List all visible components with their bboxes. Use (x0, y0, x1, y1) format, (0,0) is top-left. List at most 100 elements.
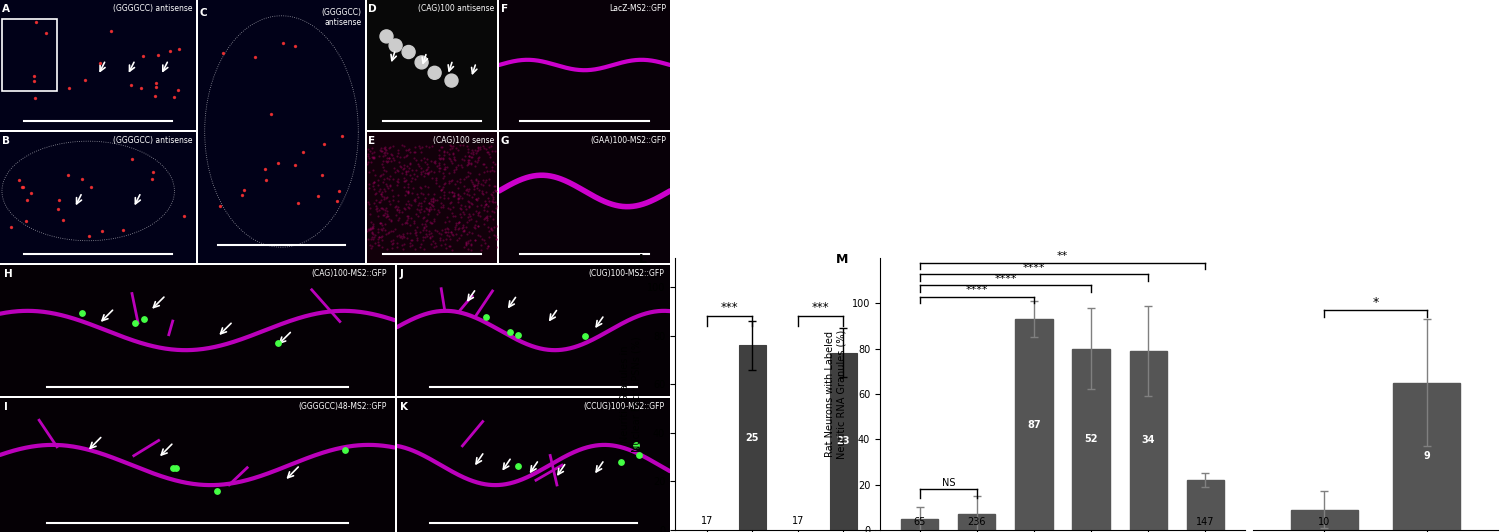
Point (752, 70, 776, 78)
Text: NS: NS (942, 478, 956, 488)
Text: (CCUG)100-MS2::GFP: (CCUG)100-MS2::GFP (584, 402, 664, 411)
Text: F: F (501, 4, 509, 14)
Point (1017, 0, 1041, 6)
Text: 17: 17 (700, 517, 712, 526)
Text: 23: 23 (837, 436, 850, 446)
Text: (GAA)100-MS2::GFP: (GAA)100-MS2::GFP (591, 136, 666, 145)
Point (458, 59, 482, 68)
Point (1366, 27, 1390, 36)
Point (648, 21, 672, 30)
Text: LacZ-MS2::GFP: LacZ-MS2::GFP (609, 4, 666, 13)
Text: 52: 52 (1084, 434, 1098, 444)
Point (1128, 17, 1152, 26)
Text: **: ** (1058, 252, 1068, 261)
Bar (958, 514, 996, 530)
Text: M: M (836, 253, 849, 265)
Text: (CAG)100 sense: (CAG)100 sense (433, 136, 495, 145)
Point (1454, 72, 1478, 80)
Bar (902, 519, 939, 530)
Text: 34: 34 (1142, 436, 1155, 445)
Text: (GGGGCC)48-MS2::GFP: (GGGGCC)48-MS2::GFP (298, 402, 387, 411)
Text: K: K (399, 402, 408, 412)
Circle shape (388, 39, 402, 52)
Point (936, 62, 960, 71)
Point (756, 16, 780, 25)
Point (556, 52, 580, 61)
Text: (CAG)100-MS2::GFP: (CAG)100-MS2::GFP (312, 269, 387, 278)
Text: 17: 17 (792, 517, 804, 526)
Point (520, 1, 544, 9)
Point (1048, 40, 1072, 48)
Point (642, 0, 666, 5)
Point (1196, 73, 1219, 81)
Text: *: * (1372, 296, 1378, 309)
Text: ****: **** (966, 285, 988, 295)
Text: 65: 65 (914, 517, 926, 527)
Text: B: B (2, 136, 10, 146)
Text: 236: 236 (968, 517, 986, 527)
Text: 25: 25 (746, 433, 759, 443)
Text: (GGGGCC) antisense: (GGGGCC) antisense (112, 136, 192, 145)
Point (1316, 26, 1340, 35)
Bar (830, 353, 856, 530)
Text: (GGGGCC) antisense: (GGGGCC) antisense (112, 4, 192, 13)
Text: 9: 9 (1424, 451, 1430, 461)
Bar (1016, 319, 1053, 530)
Text: ****: **** (994, 274, 1017, 284)
Point (1460, 27, 1484, 36)
Point (1029, 46, 1053, 54)
Text: C: C (200, 8, 207, 18)
Point (909, 19, 933, 28)
Point (1323, 24, 1347, 32)
Y-axis label: Rat Neurons with Labeled
Neuritic RNA Granules (%): Rat Neurons with Labeled Neuritic RNA Gr… (825, 329, 846, 459)
Text: 87: 87 (1028, 420, 1041, 430)
Point (1340, 15, 1364, 23)
Circle shape (446, 74, 458, 87)
Text: ***: *** (720, 301, 738, 314)
Circle shape (427, 66, 441, 79)
Text: (GGGGCC)
antisense: (GGGGCC) antisense (321, 8, 362, 27)
Text: 147: 147 (1196, 517, 1215, 527)
Text: (CUG)100-MS2::GFP: (CUG)100-MS2::GFP (588, 269, 664, 278)
Point (1342, 0, 1366, 1)
Point (602, 69, 625, 78)
Y-axis label: Neuritic Granules in
Nuclear Foci⁺ iPSNs (%): Neuritic Granules in Nuclear Foci⁺ iPSNs… (620, 336, 642, 452)
Text: G: G (501, 136, 509, 146)
Point (1298, 49, 1322, 57)
Text: ***: *** (812, 301, 830, 314)
Point (1173, 36, 1197, 45)
Point (815, 37, 839, 46)
Point (531, 27, 555, 35)
Point (1038, 10, 1062, 18)
Text: L: L (639, 253, 646, 265)
Text: H: H (4, 269, 12, 279)
Point (492, 7, 516, 16)
Text: J: J (399, 269, 404, 279)
Point (1365, 73, 1389, 82)
Text: 10: 10 (1318, 517, 1330, 527)
Point (825, 26, 849, 34)
Point (858, 70, 882, 79)
Point (650, 57, 674, 65)
Bar (1072, 348, 1110, 530)
Point (1496, 11, 1500, 20)
Text: E: E (369, 136, 375, 146)
Point (520, 25, 544, 34)
Circle shape (402, 46, 416, 59)
Bar (738, 345, 766, 530)
Point (1320, 14, 1344, 22)
Point (903, 52, 927, 61)
Point (1341, 67, 1365, 76)
Point (1004, 24, 1028, 32)
Text: (CAG)100 antisense: (CAG)100 antisense (419, 4, 495, 13)
Point (1366, 18, 1390, 26)
Point (1317, 6, 1341, 14)
Bar (1292, 510, 1358, 530)
Point (1166, 36, 1190, 44)
Point (464, 40, 488, 49)
Bar (1394, 383, 1460, 530)
Circle shape (416, 56, 428, 69)
Text: A: A (2, 4, 10, 14)
Circle shape (380, 30, 393, 43)
Point (1096, 32, 1120, 40)
